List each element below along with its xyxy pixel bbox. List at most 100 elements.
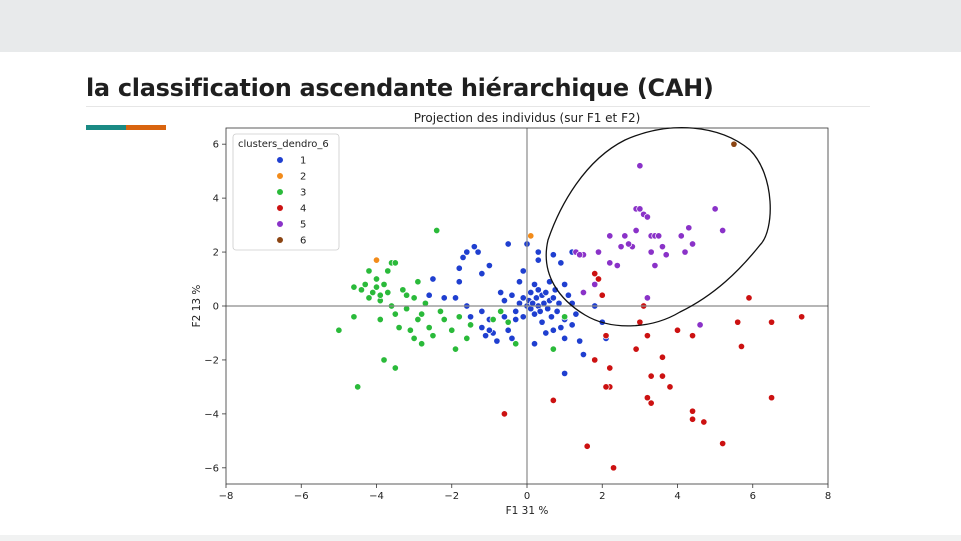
legend-marker-3 <box>276 188 284 196</box>
point-cluster-3 <box>418 340 426 348</box>
point-cluster-1 <box>470 243 478 251</box>
plot-frame <box>225 127 829 485</box>
point-cluster-1 <box>497 288 505 297</box>
point-cluster-5 <box>621 232 629 240</box>
point-cluster-1 <box>500 313 508 321</box>
y-tick-label: 4 <box>213 194 219 205</box>
x-tick-label: 4 <box>674 491 680 502</box>
legend-label-2: 2 <box>300 172 306 183</box>
y-tick-label: −2 <box>204 355 219 366</box>
point-cluster-4 <box>658 372 667 380</box>
point-cluster-1 <box>519 267 527 275</box>
y-axis-label: F2 13 % <box>191 285 203 328</box>
point-cluster-5 <box>662 251 670 259</box>
point-cluster-4 <box>666 383 674 391</box>
point-cluster-4 <box>549 396 557 404</box>
point-cluster-4 <box>606 364 614 372</box>
point-cluster-1 <box>534 256 542 264</box>
point-cluster-4 <box>500 410 508 418</box>
point-cluster-1 <box>508 334 516 342</box>
point-cluster-1 <box>425 291 433 299</box>
point-cluster-1 <box>451 294 460 302</box>
point-cluster-3 <box>376 315 384 324</box>
point-cluster-1 <box>515 278 524 286</box>
point-cluster-1 <box>512 315 520 324</box>
point-cluster-4 <box>647 399 655 407</box>
point-cluster-5 <box>655 232 663 240</box>
point-cluster-4 <box>602 332 610 340</box>
point-cluster-3 <box>467 321 475 329</box>
point-cluster-4 <box>745 294 753 302</box>
point-cluster-1 <box>504 326 512 334</box>
point-cluster-4 <box>602 383 610 391</box>
x-tick-label: −4 <box>369 491 384 502</box>
point-cluster-2 <box>527 232 535 240</box>
point-cluster-3 <box>399 286 407 294</box>
point-cluster-1 <box>561 334 569 342</box>
point-cluster-5 <box>711 205 719 213</box>
point-cluster-4 <box>737 342 746 351</box>
point-cluster-3 <box>361 280 369 288</box>
point-cluster-1 <box>467 313 475 321</box>
point-cluster-3 <box>391 364 399 372</box>
point-cluster-1 <box>576 337 584 345</box>
point-cluster-3 <box>350 283 358 291</box>
point-cluster-3 <box>376 291 384 299</box>
point-cluster-1 <box>536 307 544 315</box>
point-cluster-3 <box>354 383 362 391</box>
point-cluster-1 <box>519 313 527 321</box>
point-cluster-3 <box>414 315 422 324</box>
point-cluster-3 <box>455 313 463 321</box>
point-cluster-4 <box>688 332 697 340</box>
point-cluster-1 <box>572 310 580 318</box>
point-cluster-1 <box>547 313 556 321</box>
y-tick-label: 0 <box>213 302 219 313</box>
accent-bar-teal <box>86 125 126 130</box>
point-cluster-4 <box>591 270 599 278</box>
point-cluster-1 <box>429 275 437 283</box>
point-cluster-1 <box>549 294 557 302</box>
point-cluster-3 <box>369 288 377 297</box>
x-tick-label: −8 <box>219 491 234 502</box>
point-cluster-1 <box>568 321 576 329</box>
point-cluster-1 <box>482 332 490 340</box>
point-cluster-1 <box>478 307 486 315</box>
legend-marker-2 <box>276 172 284 180</box>
legend-label-3: 3 <box>300 188 306 199</box>
point-cluster-1 <box>459 253 467 262</box>
point-cluster-1 <box>553 307 561 315</box>
point-cluster-1 <box>478 324 486 332</box>
point-cluster-1 <box>557 259 565 267</box>
point-cluster-4 <box>768 318 776 326</box>
legend-marker-5 <box>276 220 284 228</box>
x-tick-label: −6 <box>294 491 309 502</box>
x-axis-label: F1 31 % <box>506 505 549 517</box>
point-cluster-3 <box>372 283 381 291</box>
point-cluster-4 <box>673 326 682 334</box>
slide-top-band <box>0 0 961 52</box>
point-cluster-1 <box>530 310 539 318</box>
point-cluster-5 <box>625 240 633 248</box>
point-cluster-1 <box>579 350 587 359</box>
point-cluster-3 <box>395 324 403 332</box>
point-cluster-1 <box>561 369 569 377</box>
point-cluster-1 <box>530 340 539 348</box>
point-cluster-5 <box>685 224 693 232</box>
point-cluster-1 <box>485 326 493 334</box>
point-cluster-5 <box>636 162 644 170</box>
legend-label-5: 5 <box>300 220 306 231</box>
point-cluster-1 <box>561 280 569 288</box>
point-cluster-3 <box>384 267 392 275</box>
point-cluster-5 <box>636 205 644 213</box>
point-cluster-3 <box>365 267 373 275</box>
point-cluster-3 <box>350 313 358 321</box>
point-cluster-5 <box>677 232 685 240</box>
point-cluster-4 <box>719 439 727 448</box>
point-cluster-5 <box>643 213 651 221</box>
y-tick-label: 6 <box>213 140 219 151</box>
point-cluster-3 <box>425 324 433 332</box>
point-cluster-1 <box>485 261 493 270</box>
point-cluster-3 <box>436 307 445 315</box>
point-cluster-1 <box>542 329 550 337</box>
point-cluster-4 <box>609 464 618 472</box>
